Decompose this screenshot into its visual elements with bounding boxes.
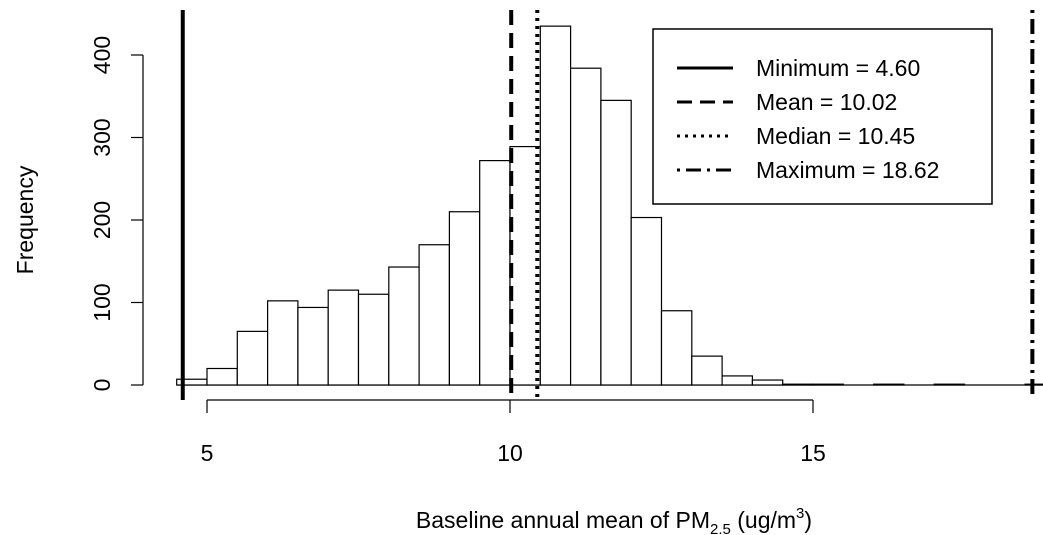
histogram-bar <box>872 383 905 386</box>
legend: Minimum = 4.60 Mean = 10.02 Median = 10.45… <box>652 28 993 205</box>
histogram-bar <box>297 306 329 386</box>
histogram-bar <box>509 145 541 386</box>
histogram-bar <box>600 99 632 386</box>
histogram-bar <box>539 25 572 386</box>
y-tick-label: 200 <box>89 201 115 239</box>
x-axis-label-main: Baseline annual mean of PM <box>416 507 710 533</box>
histogram-bars <box>176 25 1043 386</box>
histogram-bar <box>691 355 723 386</box>
x-tick-label: 10 <box>497 440 523 466</box>
y-tick-label: 0 <box>89 379 115 392</box>
histogram-bar <box>448 211 481 386</box>
legend-box <box>652 28 993 205</box>
legend-entry-label: Mean = 10.02 <box>756 89 897 115</box>
x-tick-label: 15 <box>800 440 826 466</box>
x-axis-label-unit-close: ) <box>804 507 812 533</box>
x-axis-label-subscript: 2.5 <box>710 521 731 535</box>
y-axis-label: Frequency <box>12 165 38 274</box>
x-axis-label: Baseline annual mean of PM2.5 (ug/m3) <box>416 505 812 535</box>
y-tick-label: 400 <box>89 36 115 74</box>
histogram-bar <box>782 383 814 386</box>
histogram-bar <box>721 375 753 386</box>
y-tick-label: 100 <box>89 283 115 321</box>
histogram-bar <box>236 330 269 386</box>
histogram-bar <box>569 67 602 386</box>
histogram-bar <box>418 244 451 386</box>
x-axis-label-unit: (ug/m <box>731 507 796 533</box>
histogram-bar <box>357 293 390 386</box>
legend-entry-label: Median = 10.45 <box>756 123 915 149</box>
histogram-bar <box>479 160 511 386</box>
histogram-bar <box>751 379 784 386</box>
x-axis-label-superscript: 3 <box>796 505 804 522</box>
y-axis: 0 100 200 300 400 <box>89 36 144 392</box>
histogram-bar <box>630 216 663 386</box>
histogram-bar <box>812 383 844 386</box>
legend-entry-label: Maximum = 18.62 <box>756 157 939 183</box>
y-tick-label: 300 <box>89 118 115 156</box>
reference-lines <box>180 10 1035 400</box>
histogram-bar <box>660 310 693 386</box>
x-tick-label: 5 <box>201 440 214 466</box>
x-axis: 5 10 15 <box>201 399 826 466</box>
legend-entry-label: Minimum = 4.60 <box>756 55 920 81</box>
histogram-bar <box>388 266 420 386</box>
histogram-bar <box>267 300 299 386</box>
histogram-bar <box>327 289 360 386</box>
histogram-bar <box>933 383 966 386</box>
histogram-bar <box>206 367 238 386</box>
